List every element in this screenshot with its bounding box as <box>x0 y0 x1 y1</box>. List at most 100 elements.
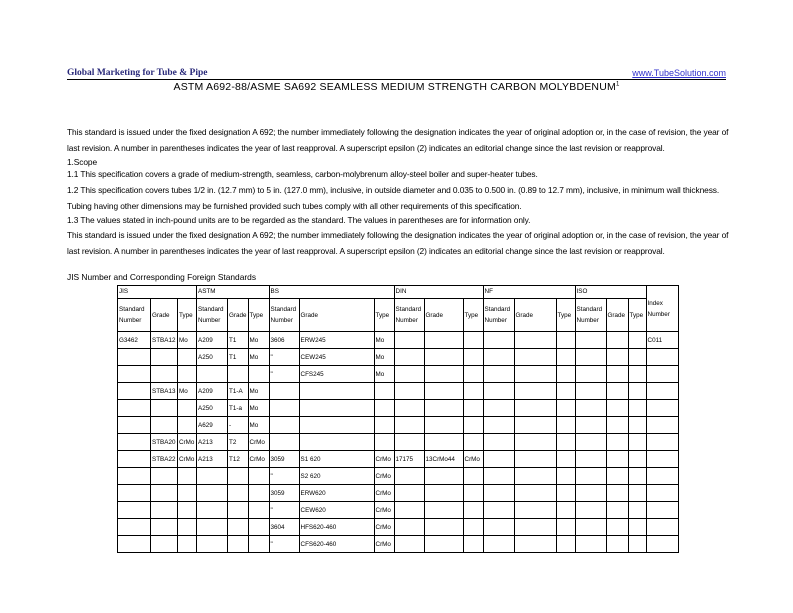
table-cell: CrMo <box>373 501 395 519</box>
table-cell: ERW620 <box>298 484 375 502</box>
table-cell <box>574 399 607 417</box>
column-header: Grade <box>298 298 375 332</box>
table-cell <box>462 365 484 383</box>
website-link[interactable]: www.TubeSolution.com <box>632 68 726 78</box>
table-cell <box>645 450 679 468</box>
column-header: Standard Number <box>117 298 151 332</box>
table-cell <box>423 399 464 417</box>
table-cell <box>117 484 151 502</box>
table-cell <box>196 484 228 502</box>
table-cell <box>373 382 395 400</box>
table-row: STBA22 CrMo A213 T12 CrMo 3059 S1 620 CrMo 17175… <box>117 450 679 468</box>
table-caption: JIS Number and Corresponding Foreign Sta… <box>67 272 257 282</box>
table-cell: A209 <box>196 382 228 400</box>
table-cell <box>627 416 647 434</box>
table-cell <box>574 484 607 502</box>
table-cell <box>177 518 197 536</box>
table-cell: CrMo <box>373 450 395 468</box>
table-cell <box>117 501 151 519</box>
table-cell <box>150 399 178 417</box>
table-cell <box>227 365 249 383</box>
table-cell: CFS620-460 <box>298 535 375 553</box>
table-cell <box>393 433 425 451</box>
table-cell <box>513 518 557 536</box>
table-cell <box>574 467 607 485</box>
table-cell <box>627 450 647 468</box>
table-cell <box>177 416 197 434</box>
table-cell <box>574 450 607 468</box>
column-header: Grade <box>227 298 249 332</box>
table-cell <box>423 535 464 553</box>
column-header: Grade <box>513 298 557 332</box>
table-cell <box>555 467 576 485</box>
table-cell <box>298 399 375 417</box>
table-cell: 17175 <box>393 450 425 468</box>
table-cell <box>645 484 679 502</box>
table-cell <box>423 331 464 349</box>
table-cell <box>513 433 557 451</box>
table-cell <box>482 535 515 553</box>
table-cell <box>627 399 647 417</box>
table-cell <box>196 518 228 536</box>
table-row: A629- Mo <box>117 416 679 434</box>
table-cell <box>574 433 607 451</box>
repeat-paragraph: This standard is issued under the fixed … <box>67 230 729 256</box>
table-cell <box>574 348 607 366</box>
title-footnote: 1 <box>615 81 620 88</box>
table-cell: Mo <box>247 382 270 400</box>
table-cell: CrMo <box>373 518 395 536</box>
table-cell: T12 <box>227 450 249 468</box>
scope-1-1: 1.1 This specification covers a grade of… <box>67 169 538 179</box>
table-cell <box>605 450 629 468</box>
table-row: G3462 STBA12 Mo A209 T1 Mo 3606 ERW245 Mo C011 <box>117 331 679 349</box>
table-cell <box>574 416 607 434</box>
table-cell <box>393 399 425 417</box>
table-cell: S1 620 <box>298 450 375 468</box>
table-cell <box>423 348 464 366</box>
table-cell <box>574 501 607 519</box>
table-cell: A213 <box>196 450 228 468</box>
table-cell <box>423 467 464 485</box>
company-name: Global Marketing for Tube & Pipe <box>67 68 208 78</box>
table-cell <box>645 518 679 536</box>
table-cell: Mo <box>177 382 197 400</box>
table-cell <box>462 348 484 366</box>
table-cell <box>605 484 629 502</box>
table-cell: Mo <box>373 365 395 383</box>
table-cell: CrMo <box>247 450 270 468</box>
table-cell <box>462 416 484 434</box>
table-cell <box>150 484 178 502</box>
table-cell <box>196 501 228 519</box>
table-cell <box>150 501 178 519</box>
table-cell <box>227 467 249 485</box>
table-cell <box>627 501 647 519</box>
table-cell <box>462 382 484 400</box>
table-cell <box>555 501 576 519</box>
table-cell <box>227 535 249 553</box>
table-cell <box>605 331 629 349</box>
table-cell: HFS620-460 <box>298 518 375 536</box>
group-header-astm: ASTM <box>196 285 270 299</box>
table-cell <box>298 416 375 434</box>
table-cell <box>150 348 178 366</box>
table-row: 3604 HFS620-460 CrMo <box>117 518 679 536</box>
standards-table: JIS ASTM BS DIN NF ISO Index Number Standard Nu… <box>117 285 679 553</box>
table-cell <box>177 348 197 366</box>
column-header: Type <box>627 298 647 332</box>
table-cell <box>462 484 484 502</box>
table-cell <box>482 433 515 451</box>
table-cell: A250 <box>196 348 228 366</box>
table-cell: ERW245 <box>298 331 375 349</box>
table-cell <box>513 501 557 519</box>
column-header: Standard Number <box>268 298 300 332</box>
table-cell <box>605 433 629 451</box>
table-cell <box>268 433 300 451</box>
table-cell <box>605 416 629 434</box>
table-cell <box>247 518 270 536</box>
table-cell <box>513 399 557 417</box>
table-cell <box>513 450 557 468</box>
table-cell <box>150 416 178 434</box>
title-text: ASTM A692-88/ASME SA692 SEAMLESS MEDIUM … <box>173 81 616 93</box>
table-cell <box>117 399 151 417</box>
table-cell: Mo <box>247 331 270 349</box>
